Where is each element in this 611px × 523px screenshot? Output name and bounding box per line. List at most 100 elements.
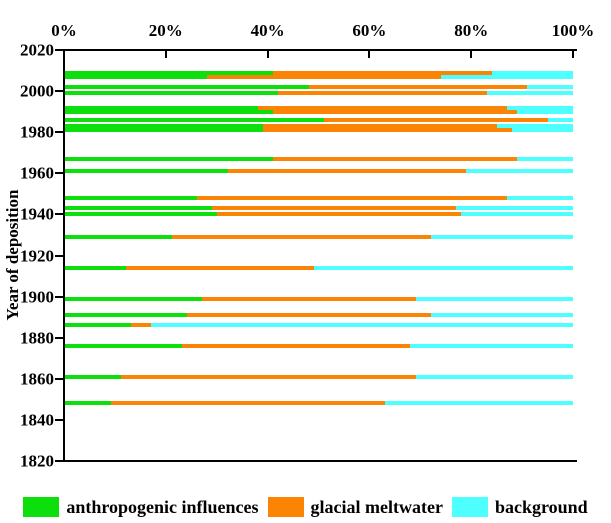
bar-row-1929 — [65, 235, 573, 239]
y-tick-2000 — [55, 90, 63, 93]
bar-row-1914 — [65, 265, 573, 270]
segment-background-1929 — [430, 235, 573, 239]
segment-background-1983 — [496, 124, 573, 129]
segment-glacial-2002 — [308, 84, 528, 89]
legend-item-anthropogenic: anthropogenic influences — [23, 496, 259, 518]
segment-background-1940 — [461, 212, 573, 217]
segment-glacial-1999 — [278, 91, 487, 96]
x-tick-0 — [63, 51, 65, 58]
y-tick-1820 — [55, 460, 63, 462]
segment-glacial-1981 — [263, 128, 513, 133]
segment-anthropogenic-1914 — [65, 265, 126, 270]
bar-row-1990 — [65, 109, 573, 114]
y-tick-1880 — [55, 336, 63, 339]
x-axis-bottom-line — [63, 460, 577, 462]
bar-row-1943 — [65, 206, 573, 211]
segment-anthropogenic-1999 — [65, 91, 279, 96]
segment-anthropogenic-1967 — [65, 156, 274, 161]
segment-background-1961 — [466, 169, 573, 174]
bar-row-2007 — [65, 74, 573, 79]
bar-row-1981 — [65, 128, 573, 133]
segment-background-1999 — [486, 91, 573, 96]
bar-row-1891 — [65, 313, 573, 318]
segment-anthropogenic-1891 — [65, 313, 187, 318]
segment-background-1886 — [151, 323, 573, 328]
segment-anthropogenic-2007 — [65, 74, 208, 79]
segment-glacial-1943 — [212, 206, 457, 211]
segment-background-1986 — [547, 117, 573, 122]
segment-glacial-1891 — [186, 313, 431, 318]
segment-glacial-1986 — [324, 117, 548, 122]
segment-anthropogenic-1943 — [65, 206, 213, 211]
segment-anthropogenic-1886 — [65, 323, 132, 328]
segment-anthropogenic-1992 — [65, 105, 259, 110]
y-tick-1840 — [55, 418, 63, 421]
y-tick-label-1860: 1860 — [20, 369, 54, 389]
x-tick-label-20: 20% — [148, 21, 183, 40]
segment-glacial-2009 — [273, 70, 492, 75]
y-tick-label-1920: 1920 — [20, 246, 54, 265]
legend-swatch-background — [451, 497, 488, 517]
y-tick-label-1940: 1940 — [20, 204, 54, 224]
x-tick-100 — [572, 51, 574, 58]
segment-anthropogenic-1929 — [65, 235, 172, 239]
segment-glacial-1861 — [120, 374, 416, 379]
segment-anthropogenic-1983 — [65, 124, 264, 129]
x-tick-40 — [266, 51, 269, 58]
x-tick-label-40: 40% — [250, 21, 285, 40]
legend: anthropogenic influences glacial meltwat… — [0, 494, 611, 520]
bar-row-1940 — [65, 212, 573, 217]
segment-glacial-1914 — [125, 265, 314, 270]
bar-row-1992 — [65, 105, 573, 110]
bar-row-1961 — [65, 169, 573, 174]
y-tick-1900 — [55, 295, 63, 298]
segment-glacial-2007 — [207, 74, 441, 79]
segment-glacial-1967 — [273, 156, 518, 161]
segment-anthropogenic-1861 — [65, 374, 121, 379]
segment-anthropogenic-1876 — [65, 343, 182, 348]
x-tick-label-100: 100% — [551, 21, 595, 40]
bar-row-1986 — [65, 117, 573, 122]
x-axis-top-line — [63, 49, 577, 51]
x-tick-20 — [164, 51, 167, 58]
bar-row-1861 — [65, 374, 573, 379]
segment-background-1967 — [517, 156, 573, 161]
x-tick-label-80: 80% — [454, 21, 489, 40]
segment-anthropogenic-1961 — [65, 169, 228, 174]
bar-row-1999 — [65, 91, 573, 96]
segment-background-1876 — [410, 343, 573, 348]
segment-glacial-1961 — [227, 169, 467, 174]
segment-background-2002 — [527, 84, 573, 89]
segment-glacial-1990 — [273, 109, 518, 114]
segment-background-1948 — [506, 195, 573, 200]
segment-glacial-1876 — [181, 343, 411, 348]
legend-label-glacial: glacial meltwater — [310, 497, 443, 517]
y-tick-label-1980: 1980 — [20, 122, 54, 142]
segment-anthropogenic-1990 — [65, 109, 274, 114]
legend-item-background: background — [451, 496, 588, 518]
segment-glacial-1940 — [217, 212, 462, 217]
y-tick-label-2020: 2020 — [20, 40, 54, 60]
segment-anthropogenic-2002 — [65, 84, 309, 89]
x-tick-label-60: 60% — [352, 21, 387, 40]
x-tick-label-0: 0% — [51, 21, 77, 40]
bar-row-2009 — [65, 70, 573, 75]
y-tick-1920 — [55, 254, 63, 257]
segment-anthropogenic-1981 — [65, 128, 264, 133]
y-tick-label-1960: 1960 — [20, 163, 54, 183]
segment-background-1848 — [385, 401, 573, 406]
segment-background-1992 — [506, 105, 573, 110]
segment-anthropogenic-1940 — [65, 212, 218, 217]
bar-row-1899 — [65, 296, 573, 301]
segment-background-2009 — [491, 70, 573, 75]
y-axis-left-line — [63, 49, 65, 462]
segment-glacial-1992 — [258, 105, 507, 110]
y-tick-label-1840: 1840 — [20, 410, 54, 430]
y-tick-label-1900: 1900 — [20, 287, 54, 307]
segment-background-1914 — [313, 265, 573, 270]
segment-glacial-1886 — [131, 323, 152, 328]
segment-glacial-1983 — [263, 124, 497, 129]
segment-background-1891 — [430, 313, 573, 318]
y-tick-1960 — [55, 172, 63, 175]
legend-swatch-glacial — [267, 497, 304, 517]
